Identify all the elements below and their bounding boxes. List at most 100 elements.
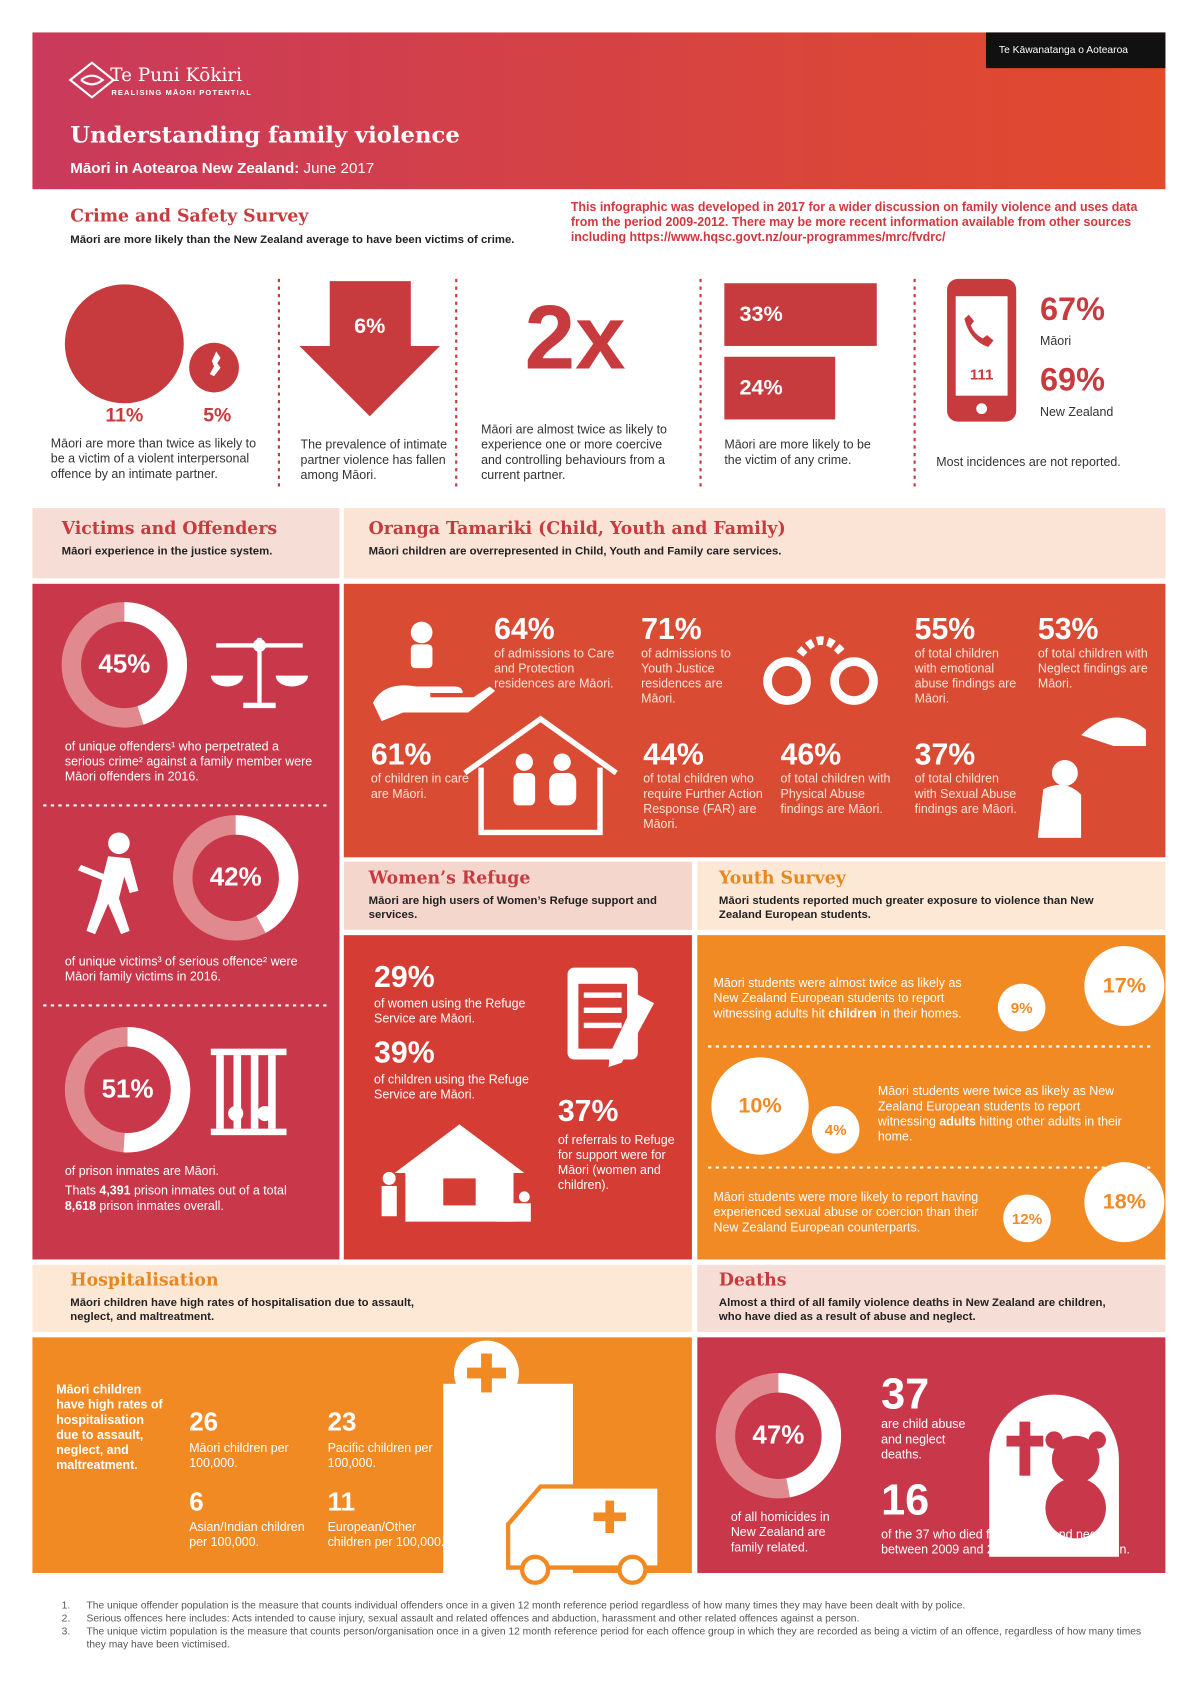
stat-text: Asian/Indian children per 100,000. <box>189 1521 305 1550</box>
stat-text: Māori children per 100,000. <box>189 1442 289 1471</box>
stat-text: of total children with emotional abuse f… <box>914 647 1017 706</box>
stat-value: 61% <box>370 737 432 771</box>
text-emphasis: children <box>828 1007 877 1021</box>
gov-box <box>985 32 1166 69</box>
stat-circle <box>1003 1194 1051 1243</box>
section-heading: Oranga Tamariki (Child, Youth and Family… <box>368 517 786 539</box>
stat-value: 69% <box>1040 362 1105 398</box>
footnote-marker: 3. <box>61 1625 71 1638</box>
donut-arc <box>715 1372 842 1499</box>
section-heading: Crime and Safety Survey <box>70 205 309 226</box>
stat-value: 4% <box>824 1121 847 1139</box>
detail-text: prison inmates overall. <box>95 1200 224 1213</box>
stat-text: of unique victims³ of serious offence² w… <box>64 955 298 984</box>
footnote-marker: 2. <box>61 1613 71 1625</box>
stat-value: 11 <box>327 1487 356 1517</box>
stat-value: 42% <box>209 862 262 892</box>
stat-value: 6% <box>354 314 386 339</box>
panel-header <box>697 1264 1166 1332</box>
stat-value: 10% <box>738 1094 782 1118</box>
stat-value: 5% <box>203 404 232 426</box>
text-part: Māori students were almost twice as like… <box>713 977 962 1021</box>
footnote-text: Serious offences here includes: Acts int… <box>86 1613 860 1625</box>
stat-text: Māori are almost twice as likely to expe… <box>481 423 667 483</box>
section-subheading: Māori experience in the justice system. <box>61 544 273 558</box>
stat-text: Māori students were more likely to repor… <box>713 1191 979 1235</box>
stat-value: 39% <box>374 1035 435 1070</box>
text-emphasis: adults <box>939 1115 976 1129</box>
stat-circle <box>1084 945 1165 1026</box>
stat-text: of referrals to Refuge for support were … <box>557 1134 675 1193</box>
stat-circle <box>811 1105 860 1154</box>
stat-value: 26 <box>189 1407 219 1437</box>
detail-number: 8,618 <box>64 1200 96 1213</box>
section-heading: Victims and Offenders <box>61 517 278 539</box>
stat-value: 71% <box>641 611 702 646</box>
section-subheading: Māori are more likely than the New Zeala… <box>70 233 515 247</box>
section-heading: Youth Survey <box>718 867 846 888</box>
stat-text: Pacific children per 100,000. <box>327 1442 433 1471</box>
donut-arc <box>172 815 299 941</box>
stat-value: 44% <box>643 737 704 771</box>
stat-value: 23 <box>327 1407 357 1437</box>
detail-text: prison inmates out of a total <box>130 1184 287 1198</box>
detail-text: Thats <box>64 1184 100 1198</box>
stat-text: of total children with Physical Abuse fi… <box>780 772 891 817</box>
stat-circle <box>997 983 1046 1032</box>
stat-value: 37% <box>914 737 976 771</box>
stat-value: 64% <box>494 611 555 646</box>
section-heading: Women’s Refuge <box>368 867 531 888</box>
stat-text: of admissions to Youth Justice residence… <box>641 647 731 706</box>
stat-value: 51% <box>101 1074 154 1104</box>
stat-text: of women using the Refuge Service are Mā… <box>374 997 526 1026</box>
stat-circle <box>711 1057 809 1155</box>
page-subtitle: Māori in Aotearoa New Zealand: June 2017 <box>70 158 374 177</box>
stat-value: 53% <box>1037 611 1099 646</box>
stat-text: European/Other children per 100,000. <box>327 1521 445 1550</box>
section-heading: Hospitalisation <box>70 1269 219 1290</box>
footnote-text: The unique victim population is the meas… <box>86 1625 1142 1651</box>
stat-value: 11% <box>105 404 144 426</box>
stat-value: 18% <box>1102 1190 1146 1215</box>
stat-text: Māori students were twice as likely as N… <box>878 1084 1137 1145</box>
detail-number: 4,391 <box>99 1184 131 1198</box>
stat-detail: Thats 4,391 prison inmates out of a tota… <box>65 1184 319 1214</box>
subtitle-date: June 2017 <box>303 158 375 177</box>
crime-icons <box>64 278 1017 487</box>
phone-label: 111 <box>969 365 994 383</box>
bar <box>724 283 877 346</box>
stat-text: The prevalence of intimate partner viole… <box>300 438 448 483</box>
stat-text: Māori are more than twice as likely to b… <box>50 437 257 482</box>
stat-text: of total children who require Further Ac… <box>643 772 763 832</box>
stat-text: of total children with Sexual Abuse find… <box>914 772 1017 817</box>
stat-text: Māori students were almost twice as like… <box>714 976 984 1021</box>
section-subheading: Māori students reported much greater exp… <box>718 894 1094 922</box>
footnote-text: The unique offender population is the me… <box>86 1600 966 1612</box>
header-band <box>32 32 1166 190</box>
text-part: Māori students were twice as likely as N… <box>877 1085 1115 1129</box>
panel-header <box>32 1264 692 1332</box>
bar <box>724 356 836 420</box>
stat-group: New Zealand <box>1040 406 1114 420</box>
stat-value: 37% <box>557 1094 619 1128</box>
text-part: in their homes. <box>876 1007 962 1021</box>
stat-value: 46% <box>780 737 842 771</box>
stat-value: 33% <box>739 302 783 327</box>
stat-text: of total children with Neglect findings … <box>1037 647 1148 691</box>
summary: Māori children have high rates of hospit… <box>56 1383 163 1473</box>
stat-value: 9% <box>1010 998 1033 1017</box>
stat-value: 67% <box>1040 291 1105 328</box>
panel-header <box>343 508 1166 579</box>
stat-value: 2x <box>524 286 626 389</box>
stat-text: Most incidences are not reported. <box>936 456 1121 470</box>
donut-arc <box>64 1027 191 1153</box>
section-subheading: Māori children have high rates of hospit… <box>70 1296 415 1324</box>
stat-text: of all homicides in New Zealand are fami… <box>730 1511 830 1555</box>
stat-text: of the 37 who died from abuse and neglec… <box>881 1528 1130 1557</box>
section-subheading: Māori children are overrepresented in Ch… <box>368 544 782 558</box>
stat-text: are child abuse and neglect deaths. <box>881 1418 966 1462</box>
stat-value: 12% <box>1011 1209 1043 1228</box>
